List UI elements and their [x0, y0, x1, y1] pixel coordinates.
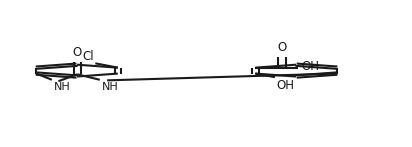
Text: O: O: [73, 46, 82, 59]
Text: OH: OH: [276, 79, 295, 92]
Text: NH: NH: [54, 81, 71, 91]
Text: Cl: Cl: [82, 50, 94, 63]
Text: NH: NH: [102, 81, 119, 91]
Text: OH: OH: [301, 60, 319, 74]
Text: O: O: [277, 41, 286, 54]
